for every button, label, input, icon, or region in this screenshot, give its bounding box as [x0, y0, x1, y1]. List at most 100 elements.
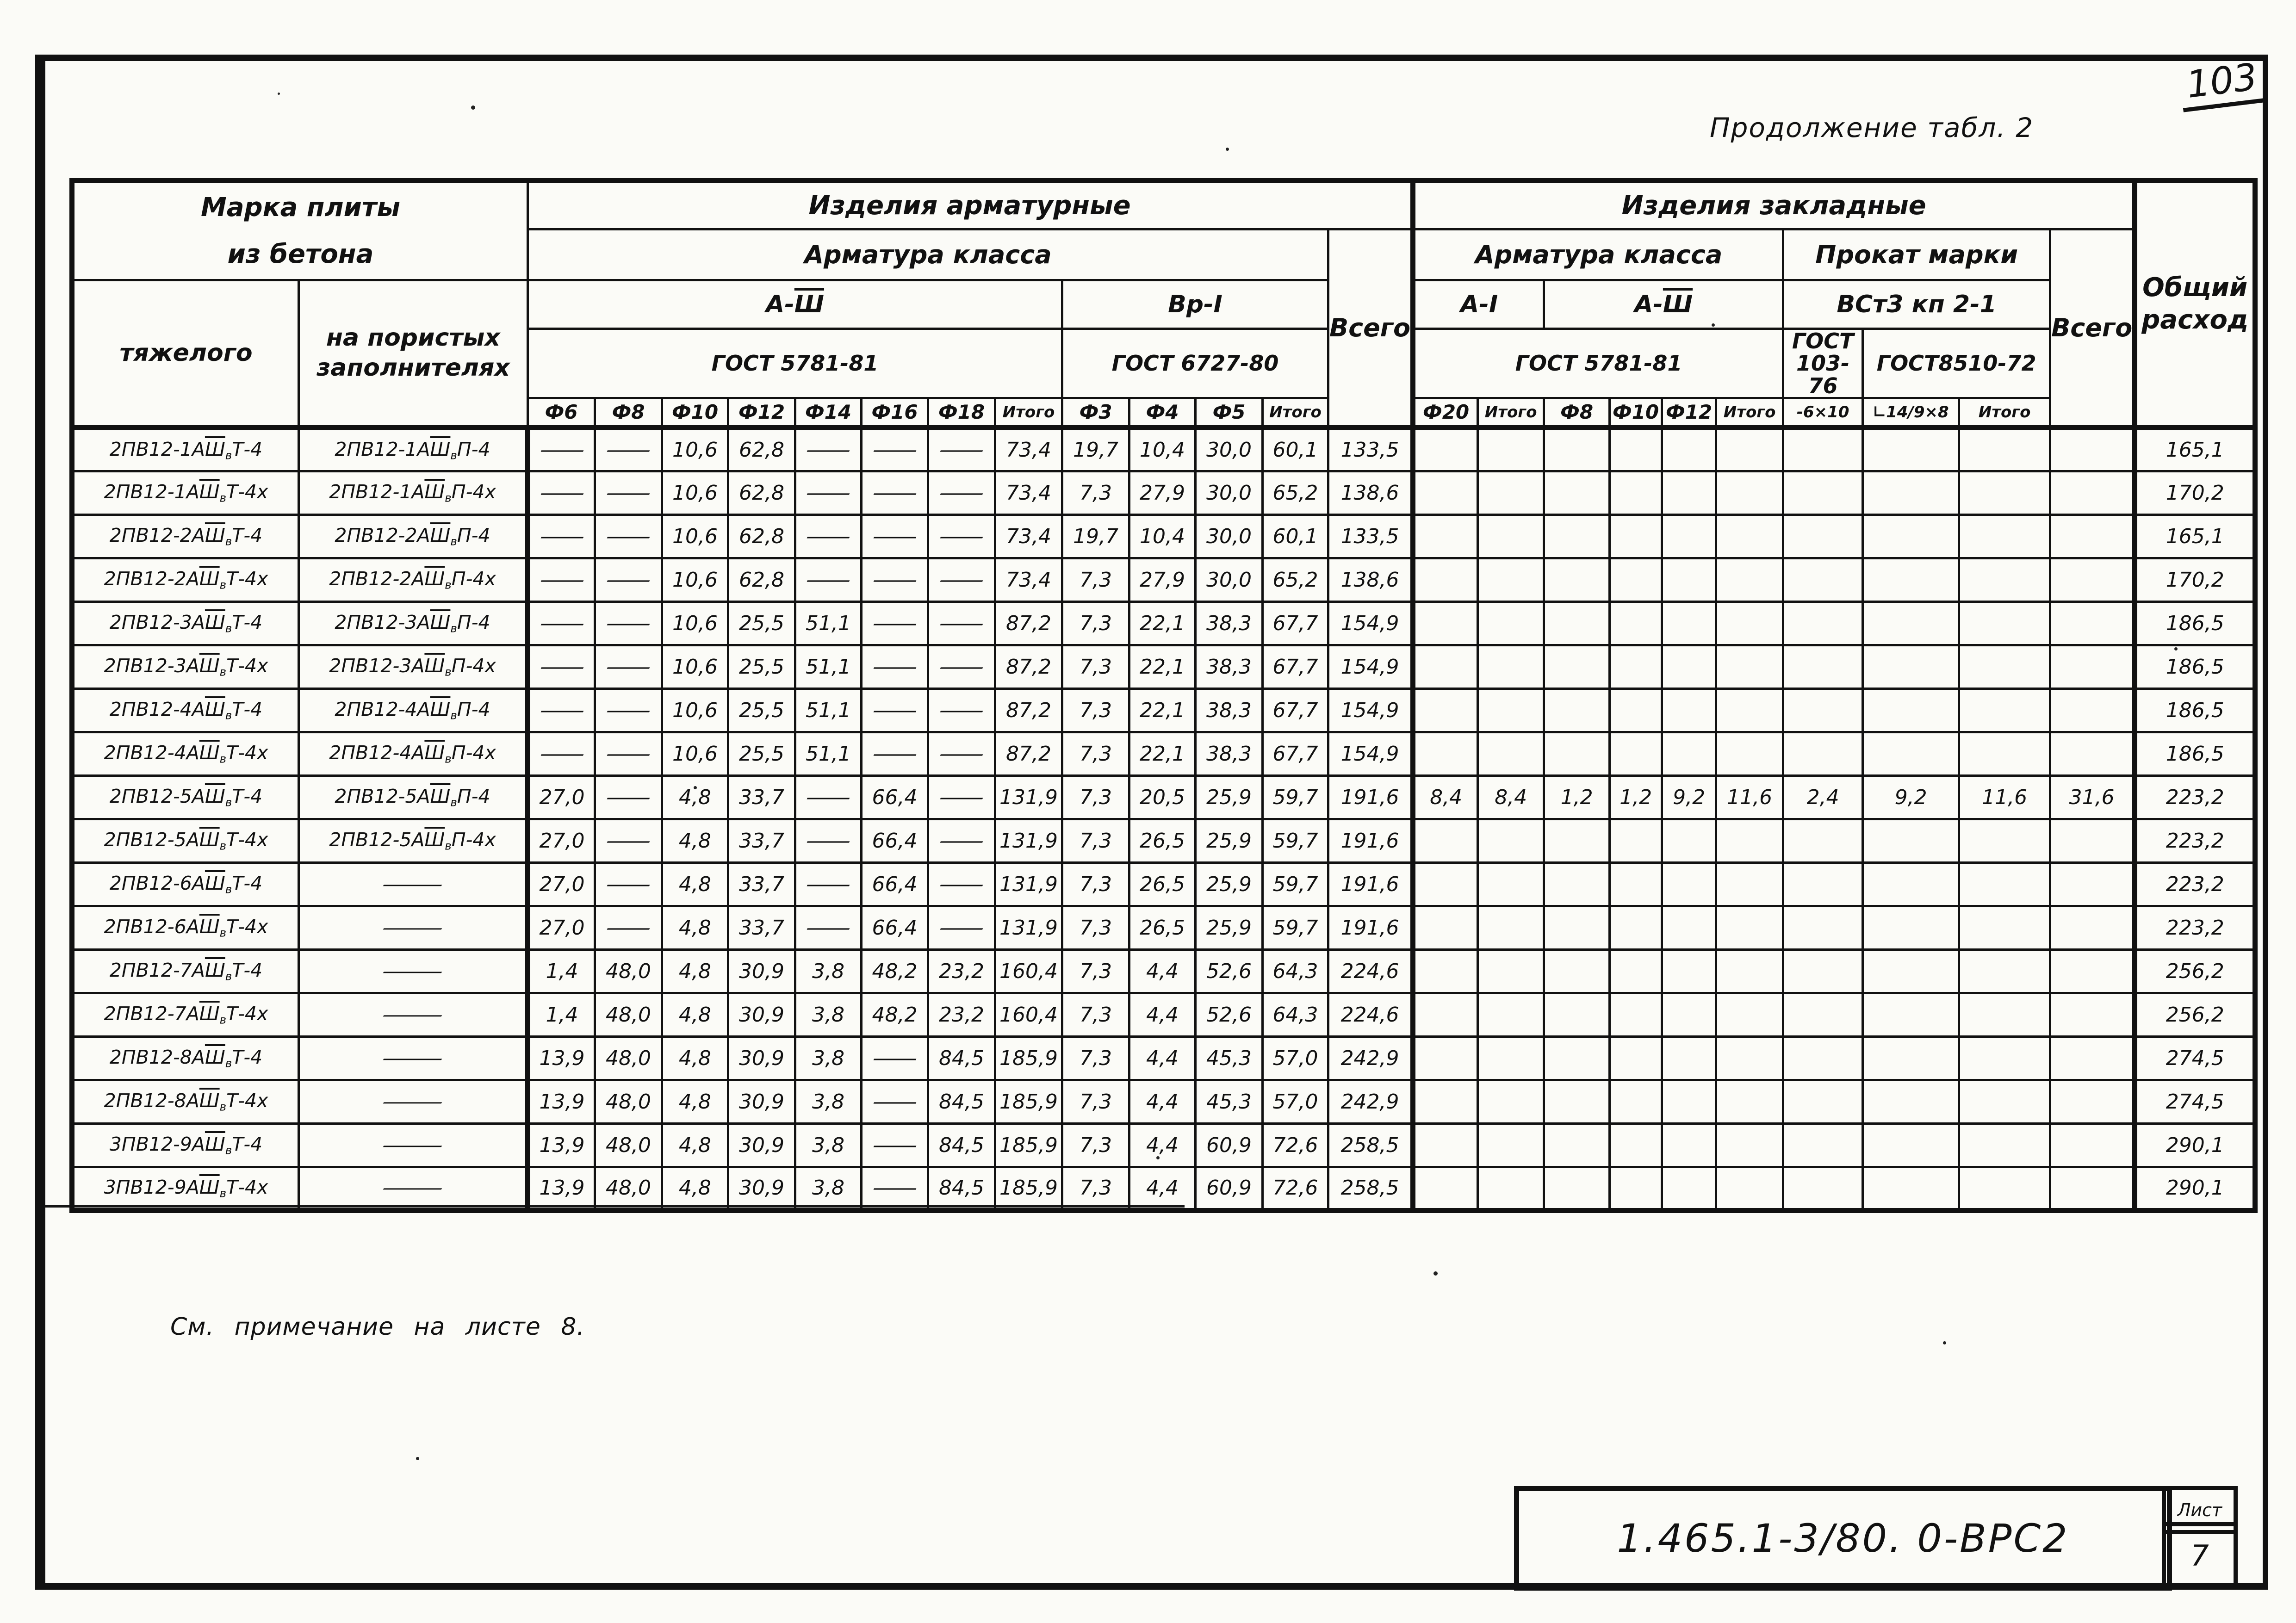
header-embedded-class: Арматура класса [1410, 228, 1785, 281]
plate-mark-porous: 2ПВ12-3АШвП-4х [298, 644, 529, 690]
value-cell [1782, 818, 1864, 864]
cell-text: 48,0 [606, 1003, 651, 1027]
cell-text: — [380, 1047, 445, 1069]
header-fittings-total: Всего [1327, 228, 1415, 430]
value-cell: — [794, 904, 863, 951]
cell-text: — [938, 611, 985, 635]
table-row: 2ПВ12-5АШвТ-4х 2ПВ12-5АШвП-4х 27,0 — 4,8 33,7… [71, 818, 2257, 864]
header-subtotal: Итого [994, 396, 1063, 430]
cell-text: 185,9 [999, 1133, 1058, 1157]
cell-text: 223,2 [2166, 829, 2224, 853]
value-cell [1715, 1165, 1785, 1212]
plate-mark-heavy: 3ПВ12-9АШвТ-4х [71, 1165, 300, 1212]
value-cell: — [525, 731, 596, 777]
cell-text: 65,2 [1272, 481, 1318, 505]
cell-text: 10,6 [672, 438, 718, 462]
cell-text: 62,8 [739, 438, 784, 462]
value-cell [1661, 1122, 1718, 1168]
value-cell: 62,8 [727, 470, 796, 516]
cell-text: 131,9 [999, 829, 1058, 853]
cell-text: 59,7 [1272, 785, 1318, 809]
cell-text: 45,3 [1206, 1046, 1252, 1070]
cell-text: — [871, 611, 918, 635]
plate-mark-porous: 2ПВ12-4АШвП-4х [298, 731, 529, 777]
value-cell [1782, 861, 1864, 907]
value-cell: — [860, 1078, 929, 1125]
cell-text: 59,7 [1272, 916, 1318, 940]
cell-text: 30,9 [739, 959, 784, 983]
value-cell [1477, 1035, 1545, 1081]
cell-text: — [538, 611, 586, 635]
value-cell [1958, 861, 2052, 907]
value-cell: 60,9 [1194, 1122, 1264, 1168]
table-row: 2ПВ12-8АШвТ-4 — 13,9 48,0 4,8 30,9 3,8 — 84,5 185… [71, 1035, 2257, 1081]
value-cell: 10,6 [661, 644, 729, 690]
cell-text: — [938, 742, 985, 766]
cell-text: 9,2 [1673, 785, 1706, 809]
value-cell: 242,9 [1327, 1035, 1415, 1081]
header-class-a1: А-I [1410, 279, 1545, 330]
value-cell [1608, 687, 1663, 733]
value-cell [1410, 991, 1479, 1038]
cell-text: 22,1 [1140, 742, 1185, 766]
value-cell [2049, 991, 2136, 1038]
plate-mark-porous: 2ПВ12-3АШвП-4 [298, 600, 529, 646]
plate-mark-heavy: 2ПВ12-2АШвТ-4 [71, 513, 300, 559]
value-cell: 27,0 [525, 861, 596, 907]
cell-text: — [605, 524, 652, 548]
value-cell [1782, 513, 1864, 559]
frame-top-line [44, 55, 2267, 61]
cell-text: 1,2 [1620, 785, 1652, 809]
value-cell: 67,7 [1261, 731, 1329, 777]
value-cell: 59,7 [1261, 904, 1329, 951]
value-cell: 38,3 [1194, 644, 1264, 690]
header-gost-strip: ГОСТ 103-76 [1782, 328, 1864, 399]
value-cell [1661, 557, 1718, 603]
cell-text: 48,0 [606, 1133, 651, 1157]
cell-text: 10,6 [672, 524, 718, 548]
value-cell [2049, 470, 2136, 516]
cell-text: — [938, 829, 985, 853]
cell-text: 30,0 [1206, 524, 1252, 548]
cell-text: — [871, 1046, 918, 1070]
cell-text: — [871, 1176, 918, 1200]
cell-text: — [938, 438, 985, 462]
cell-text: 185,9 [999, 1090, 1058, 1114]
value-cell: 13,9 [525, 1078, 596, 1125]
frame-right-line [2263, 55, 2268, 1590]
header-plate-mark: Марка плиты из бетона [71, 180, 529, 281]
cell-text: 84,5 [939, 1046, 984, 1070]
value-cell: 4,8 [661, 1035, 729, 1081]
cell-text: — [871, 698, 918, 722]
value-cell [1715, 991, 1785, 1038]
value-cell [2049, 426, 2136, 472]
header-class-a3-embedded: А-Ш [1543, 279, 1785, 330]
value-cell: 131,9 [994, 861, 1063, 907]
value-cell: 186,5 [2132, 600, 2257, 646]
value-cell: 38,3 [1194, 600, 1264, 646]
value-cell: 38,3 [1194, 687, 1264, 733]
value-cell: 22,1 [1128, 644, 1197, 690]
value-cell [1410, 1078, 1479, 1125]
value-cell [1862, 687, 1961, 733]
cell-text: — [805, 438, 852, 462]
header-gost-fittings-a3: ГОСТ 5781-81 [527, 328, 1063, 399]
value-cell: — [525, 513, 596, 559]
value-cell: 223,2 [2132, 774, 2257, 820]
cell-text: 13,9 [539, 1133, 585, 1157]
value-cell [1543, 861, 1611, 907]
value-cell: 66,4 [860, 861, 929, 907]
value-cell [1782, 1165, 1864, 1212]
value-cell [2049, 1122, 2136, 1168]
cell-text: 67,7 [1272, 655, 1318, 679]
cell-text: 26,5 [1140, 916, 1185, 940]
cell-text: 66,4 [872, 916, 918, 940]
value-cell: 66,4 [860, 904, 929, 951]
scan-specks [278, 93, 280, 95]
cell-text: — [805, 524, 852, 548]
value-cell: 165,1 [2132, 513, 2257, 559]
cell-text: 290,1 [2166, 1133, 2224, 1157]
value-cell: — [927, 687, 996, 733]
value-cell: — [594, 774, 663, 820]
value-cell [1715, 818, 1785, 864]
